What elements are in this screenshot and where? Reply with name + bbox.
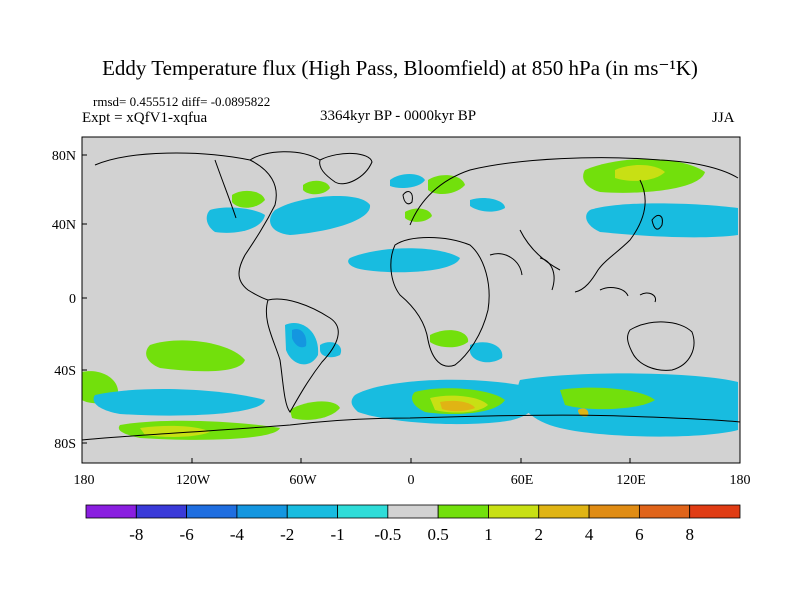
- colorbar-label: -6: [180, 525, 194, 544]
- lat-label: 40N: [52, 218, 76, 233]
- anomaly-patch: [615, 164, 665, 181]
- lat-label: 80N: [52, 149, 76, 164]
- anomaly-patch: [303, 180, 330, 195]
- anomaly-patch: [470, 342, 503, 363]
- colorbar-swatch: [437, 504, 489, 519]
- lon-label: 60E: [511, 473, 534, 488]
- colorbar: -8 -6 -4 -2 -1 -0.5 0.5 1 2 4 6 8: [85, 504, 741, 544]
- colorbar-swatch: [588, 504, 640, 519]
- experiment-label: Expt = xQfV1-xqfua: [82, 110, 208, 126]
- lon-label: 120E: [616, 473, 646, 488]
- colorbar-label: -1: [330, 525, 344, 544]
- colorbar-label: -2: [280, 525, 294, 544]
- colorbar-label: 8: [685, 525, 694, 544]
- lat-label: 0: [69, 292, 76, 307]
- colorbar-swatch: [689, 504, 741, 519]
- latitude-labels: 80N 40N 0 40S 80S: [52, 149, 76, 452]
- lon-label: 120W: [176, 473, 211, 488]
- colorbar-swatch: [135, 504, 188, 519]
- longitude-labels: 180 120W 60W 0 60E 120E 180: [74, 473, 751, 488]
- anomaly-patch: [270, 195, 371, 235]
- axis-ticks: [81, 154, 741, 463]
- anomaly-patch: [206, 207, 265, 233]
- season-label: JJA: [712, 110, 735, 126]
- anomaly-patch: [348, 248, 460, 273]
- lon-label: 180: [730, 473, 751, 488]
- colorbar-swatch: [186, 504, 238, 519]
- colorbar-swatch: [488, 504, 540, 519]
- anomaly-patch: [146, 340, 245, 372]
- lon-label: 60W: [289, 473, 317, 488]
- lon-label: 180: [74, 473, 95, 488]
- colorbar-swatch: [286, 504, 338, 519]
- colorbar-label: 1: [484, 525, 493, 544]
- anomaly-patch: [290, 401, 340, 420]
- anomaly-patch: [390, 174, 425, 188]
- anomaly-patch: [93, 388, 265, 416]
- lat-label: 40S: [54, 364, 76, 379]
- anomaly-patch: [560, 387, 655, 410]
- anomaly-patch: [440, 400, 475, 412]
- colorbar-label: 6: [635, 525, 644, 544]
- coastlines: [81, 151, 741, 441]
- lat-label: 80S: [54, 437, 76, 452]
- colorbar-swatch: [85, 504, 137, 519]
- rmsd-diff-stats: rmsd= 0.455512 diff= -0.0895822: [93, 94, 271, 109]
- anomaly-patch: [430, 330, 469, 348]
- anomaly-patch: [470, 197, 505, 212]
- anomaly-patch: [405, 208, 432, 222]
- anomaly-patch: [232, 190, 265, 208]
- lon-label: 0: [408, 473, 415, 488]
- colorbar-label: 0.5: [428, 525, 449, 544]
- colorbar-label: -8: [129, 525, 143, 544]
- anomaly-patch: [292, 328, 307, 348]
- period-label: 3364kyr BP - 0000kyr BP: [320, 108, 477, 124]
- anomaly-patch: [578, 408, 589, 417]
- anomaly-patch: [428, 175, 465, 195]
- colorbar-swatch: [538, 504, 590, 519]
- colorbar-label: 4: [585, 525, 594, 544]
- colorbar-swatch: [236, 504, 288, 519]
- colorbar-label: -0.5: [374, 525, 401, 544]
- map-title: Eddy Temperature flux (High Pass, Bloomf…: [102, 56, 698, 80]
- colorbar-label: -4: [230, 525, 245, 544]
- colorbar-swatch: [387, 504, 439, 519]
- colorbar-label: 2: [535, 525, 544, 544]
- colorbar-swatch: [638, 504, 691, 519]
- colorbar-swatch: [337, 504, 389, 519]
- anomaly-patch: [320, 342, 342, 358]
